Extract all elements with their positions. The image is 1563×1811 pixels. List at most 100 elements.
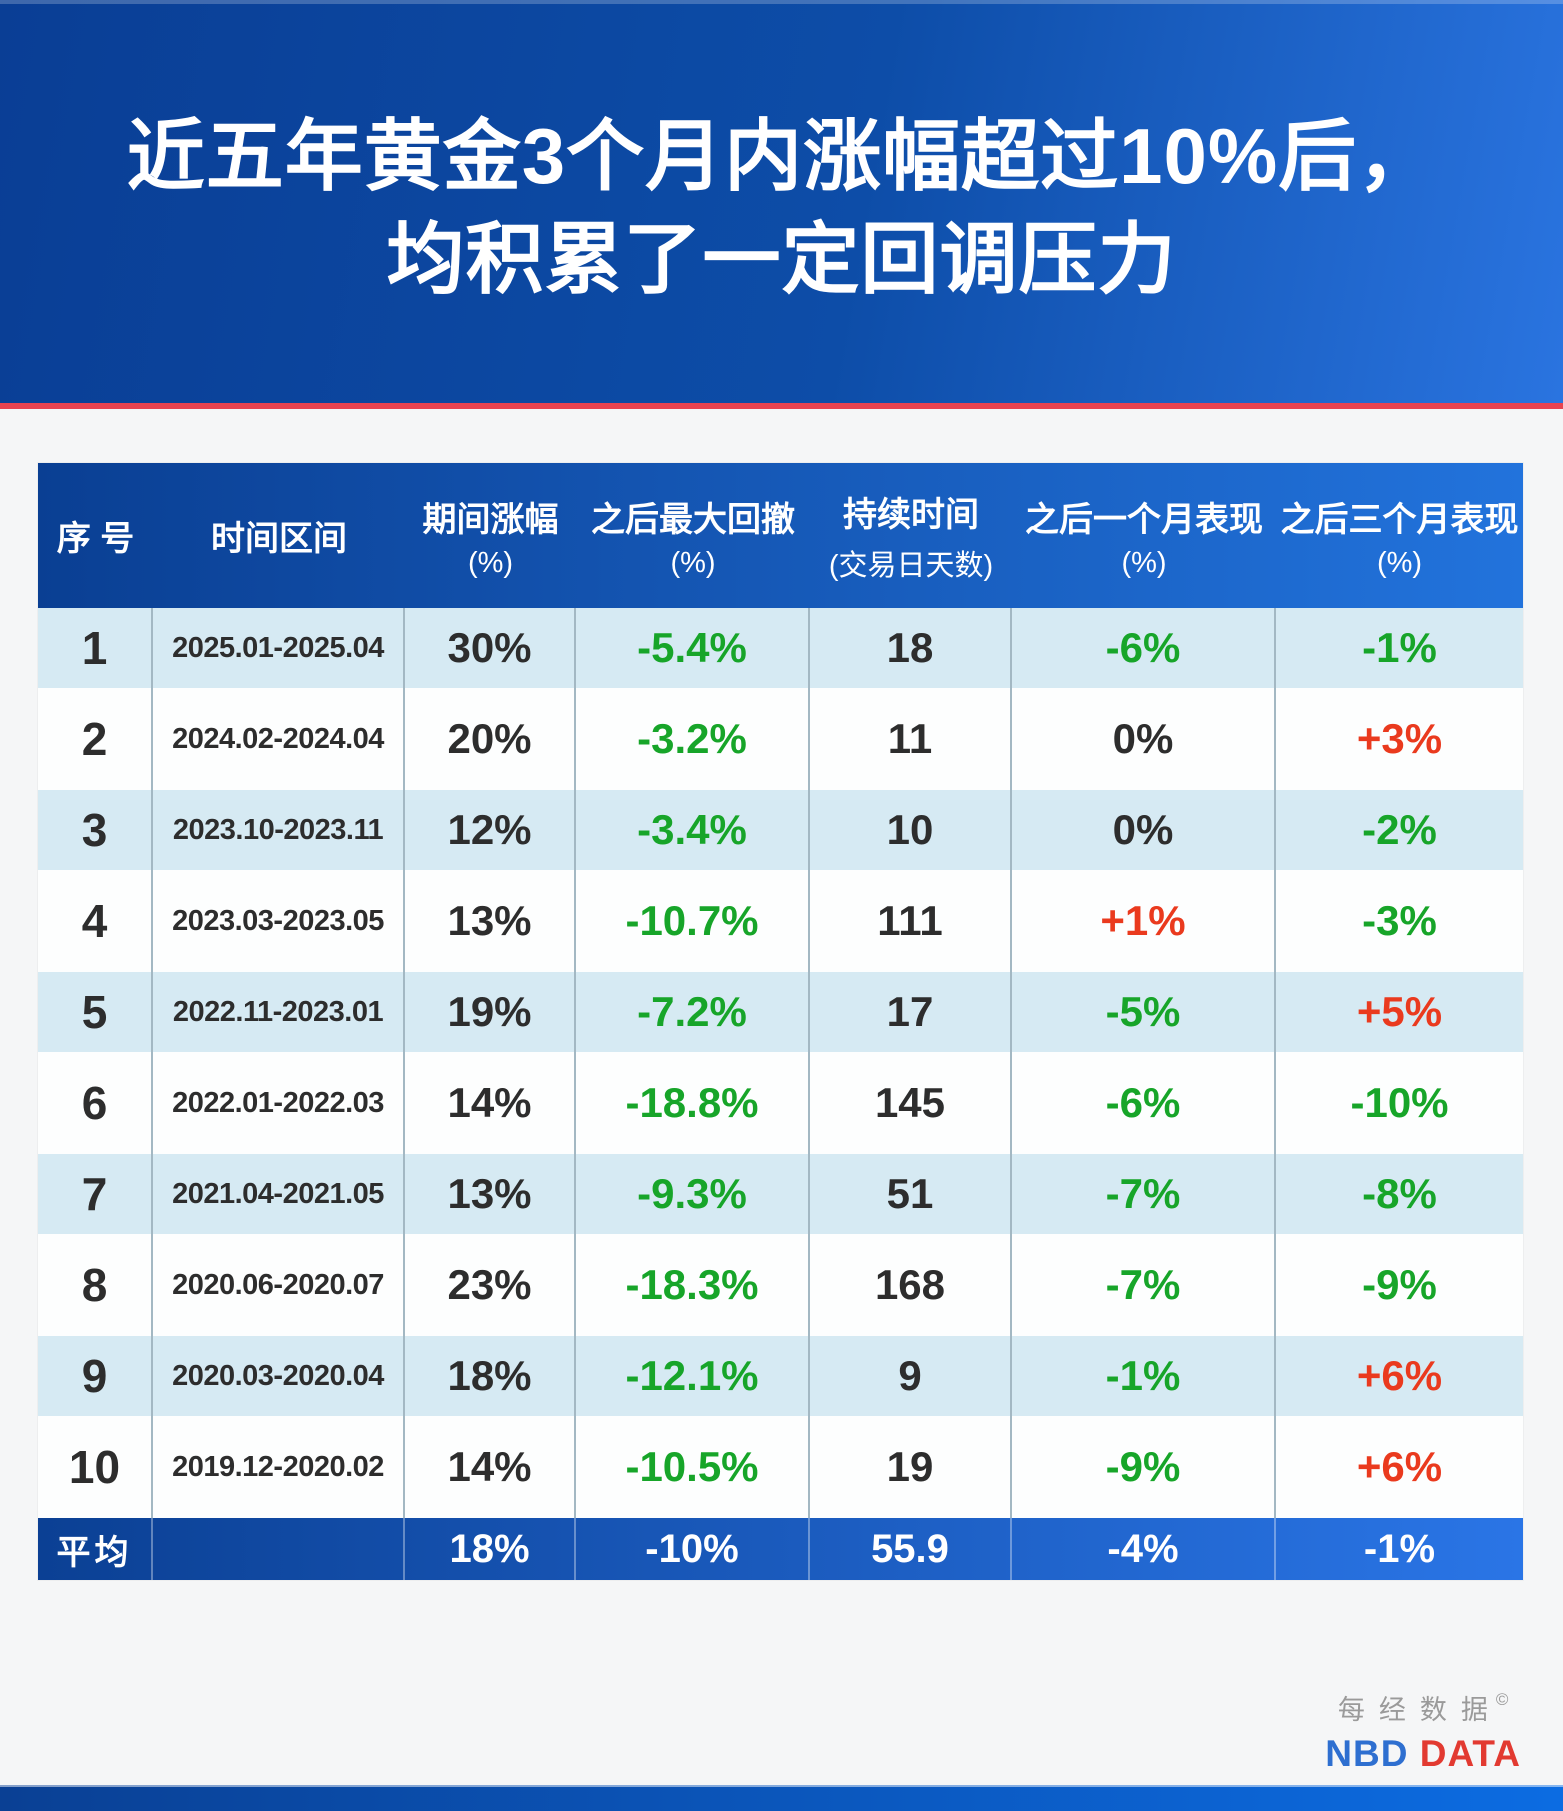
title-band: 近五年黄金3个月内涨幅超过10%后， 均积累了一定回调压力 [0, 0, 1563, 403]
cell-serial: 7 [38, 1154, 153, 1234]
cell-serial: 1 [38, 608, 153, 688]
cell-duration: 18 [810, 608, 1012, 688]
cell-three-month: -3% [1362, 897, 1437, 944]
title-line-1: 近五年黄金3个月内涨幅超过10%后， [126, 111, 1437, 200]
cell-duration: 19 [810, 1416, 1012, 1518]
avg-period [153, 1518, 405, 1580]
cell-three-month: -1% [1362, 624, 1437, 671]
avg-three-month: -1% [1363, 1526, 1436, 1571]
cell-duration: 9 [810, 1336, 1012, 1416]
cell-drawdown: -10.5% [576, 1416, 810, 1518]
cell-serial: 2 [38, 688, 153, 790]
cell-period: 2019.12-2020.02 [153, 1416, 405, 1518]
cell-duration: 10 [810, 790, 1012, 870]
cell-period: 2022.01-2022.03 [153, 1052, 405, 1154]
cell-one-month: -5% [1012, 972, 1276, 1052]
cell-drawdown: -3.2% [576, 688, 810, 790]
cell-gain: 19% [405, 972, 576, 1052]
cell-drawdown: -18.3% [576, 1234, 810, 1336]
copyright-mark: © [1495, 1690, 1509, 1709]
cell-drawdown: -10.7% [576, 870, 810, 972]
title-line-2: 均积累了一定回调压力 [386, 214, 1177, 303]
cell-three-month: -9% [1362, 1261, 1437, 1308]
cell-serial: 8 [38, 1234, 153, 1336]
header-drawdown: 之后最大回撤 (%) [591, 500, 795, 579]
cell-duration: 17 [810, 972, 1012, 1052]
cell-gain: 13% [405, 870, 576, 972]
cell-serial: 4 [38, 870, 153, 972]
cell-three-month: -8% [1362, 1170, 1437, 1217]
cell-three-month: -2% [1362, 806, 1437, 853]
cell-gain: 12% [405, 790, 576, 870]
table-row: 9 2020.03-2020.04 18% -12.1% 9 -1% +6% [38, 1336, 1523, 1416]
table-body: 1 2025.01-2025.04 30% -5.4% 18 -6% -1% 2… [38, 608, 1523, 1518]
cell-gain: 14% [405, 1416, 576, 1518]
avg-label: 平均 [38, 1518, 153, 1580]
table-row: 4 2023.03-2023.05 13% -10.7% 111 +1% -3% [38, 870, 1523, 972]
logo-data: DATA [1419, 1733, 1521, 1774]
header-gain: 期间涨幅 (%) [422, 500, 559, 579]
cell-drawdown: -9.3% [576, 1154, 810, 1234]
cell-drawdown: -5.4% [576, 608, 810, 688]
cell-one-month: -1% [1012, 1336, 1276, 1416]
cell-drawdown: -18.8% [576, 1052, 810, 1154]
cell-duration: 111 [810, 870, 1012, 972]
logo-cn-label: 每经数据 [1337, 1695, 1502, 1725]
avg-drawdown: -10% [576, 1518, 810, 1580]
cell-three-month: +6% [1356, 1352, 1443, 1399]
cell-gain: 13% [405, 1154, 576, 1234]
header-three-month: 之后三个月表现 (%) [1280, 500, 1519, 579]
cell-drawdown: -7.2% [576, 972, 810, 1052]
cell-three-month: -10% [1350, 1079, 1449, 1126]
average-row: 平均 18% -10% 55.9 -4% -1% [38, 1518, 1523, 1580]
logo-nbd: NBD [1325, 1733, 1409, 1774]
table-row: 3 2023.10-2023.11 12% -3.4% 10 0% -2% [38, 790, 1523, 870]
cell-one-month: -6% [1012, 1052, 1276, 1154]
cell-gain: 30% [405, 608, 576, 688]
cell-gain: 14% [405, 1052, 576, 1154]
cell-three-month: +5% [1356, 988, 1443, 1035]
cell-serial: 10 [38, 1416, 153, 1518]
cell-one-month: -6% [1012, 608, 1276, 688]
cell-gain: 20% [405, 688, 576, 790]
cell-duration: 168 [810, 1234, 1012, 1336]
cell-one-month: 0% [1012, 790, 1276, 870]
table-row: 7 2021.04-2021.05 13% -9.3% 51 -7% -8% [38, 1154, 1523, 1234]
cell-period: 2024.02-2024.04 [153, 688, 405, 790]
cell-one-month: -7% [1012, 1154, 1276, 1234]
cell-period: 2021.04-2021.05 [153, 1154, 405, 1234]
gold-pullback-table: 序 号 时间区间 期间涨幅 (%) 之后最大回撤 (%) 持续时间 (交易日天数… [38, 463, 1523, 1580]
cell-period: 2023.10-2023.11 [153, 790, 405, 870]
cell-three-month: +6% [1356, 1443, 1443, 1490]
cell-serial: 3 [38, 790, 153, 870]
header-serial: 序 号 [56, 520, 135, 558]
table-row: 5 2022.11-2023.01 19% -7.2% 17 -5% +5% [38, 972, 1523, 1052]
page-title: 近五年黄金3个月内涨幅超过10%后， 均积累了一定回调压力 [127, 105, 1437, 311]
cell-drawdown: -12.1% [576, 1336, 810, 1416]
table-row: 2 2024.02-2024.04 20% -3.2% 11 0% +3% [38, 688, 1523, 790]
cell-one-month: 0% [1012, 688, 1276, 790]
bottom-bar [0, 1785, 1563, 1811]
cell-period: 2022.11-2023.01 [153, 972, 405, 1052]
header-period: 时间区间 [211, 520, 347, 558]
avg-one-month: -4% [1012, 1518, 1276, 1580]
cell-period: 2020.06-2020.07 [153, 1234, 405, 1336]
table-row: 8 2020.06-2020.07 23% -18.3% 168 -7% -9% [38, 1234, 1523, 1336]
avg-duration: 55.9 [810, 1518, 1012, 1580]
cell-one-month: -9% [1012, 1416, 1276, 1518]
logo-chinese-text: 每经数据© [1325, 1688, 1521, 1727]
logo-english-text: NBD DATA [1325, 1733, 1521, 1775]
cell-one-month: +1% [1012, 870, 1276, 972]
cell-serial: 6 [38, 1052, 153, 1154]
cell-period: 2020.03-2020.04 [153, 1336, 405, 1416]
cell-gain: 18% [405, 1336, 576, 1416]
header-one-month: 之后一个月表现 (%) [1025, 500, 1263, 579]
cell-three-month: +3% [1356, 715, 1443, 762]
cell-gain: 23% [405, 1234, 576, 1336]
cell-duration: 145 [810, 1052, 1012, 1154]
nbd-data-logo: 每经数据© NBD DATA [1325, 1688, 1521, 1775]
cell-one-month: -7% [1012, 1234, 1276, 1336]
cell-serial: 9 [38, 1336, 153, 1416]
table-header-row: 序 号 时间区间 期间涨幅 (%) 之后最大回撤 (%) 持续时间 (交易日天数… [38, 463, 1523, 608]
